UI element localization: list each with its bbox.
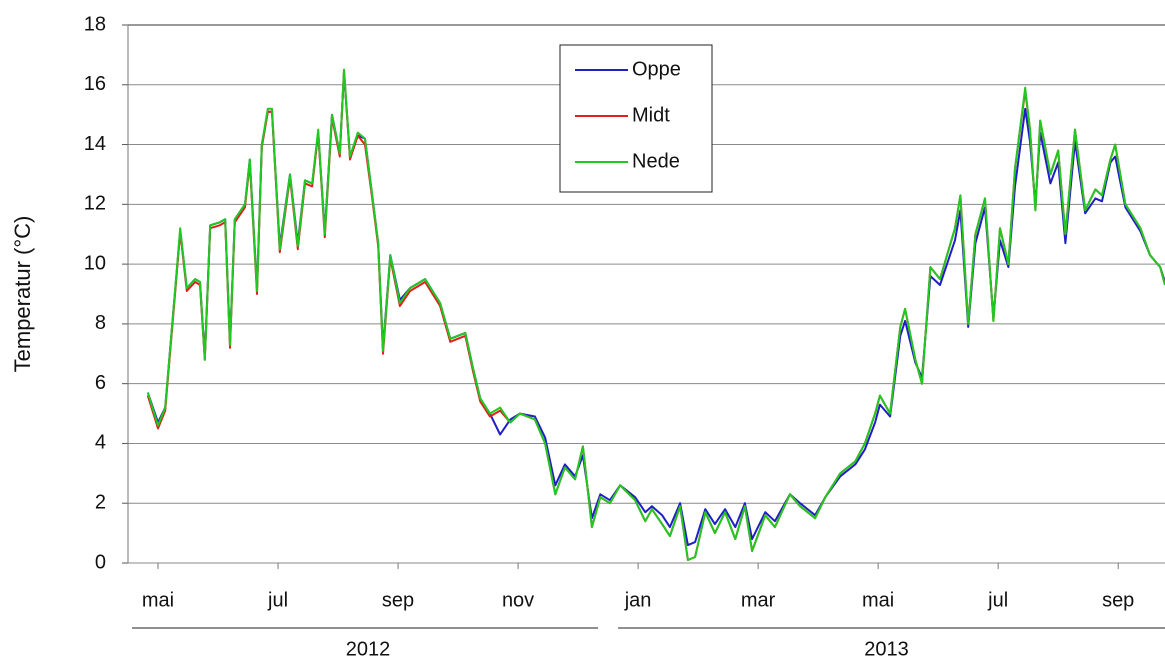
legend-label: Nede [632,150,680,172]
y-tick-label: 14 [84,133,106,155]
x-tick-label: jul [267,589,288,611]
x-tick-label: sep [382,589,414,611]
x-tick-label: nov [502,589,534,611]
y-tick-label: 6 [95,372,106,394]
x-group-label: 2012 [346,638,391,660]
y-tick-label: 10 [84,252,106,274]
y-tick-label: 16 [84,73,106,95]
legend: Oppe Midt Nede [559,44,713,193]
line-series [146,68,1165,561]
legend-label: Midt [632,104,670,126]
x-tick-label: jan [624,589,652,611]
y-tick-label: 0 [95,551,106,573]
y-tick-label: 8 [95,312,106,334]
x-tick-label: mai [142,589,174,611]
legend-label: Oppe [632,58,681,80]
y-tick-label: 18 [84,13,106,35]
x-tick-label: mai [862,589,894,611]
x-tick-label: jul [987,589,1008,611]
x-group-label: 2013 [864,638,909,660]
y-axis-label: Temperatur (°C) [10,216,35,373]
legend-box [559,44,713,193]
x-tick-label: sep [1102,589,1134,611]
y-tick-label: 2 [95,492,106,514]
x-tick-label: mar [741,589,776,611]
y-tick-label: 4 [95,432,106,454]
y-tick-label: 12 [84,193,106,215]
